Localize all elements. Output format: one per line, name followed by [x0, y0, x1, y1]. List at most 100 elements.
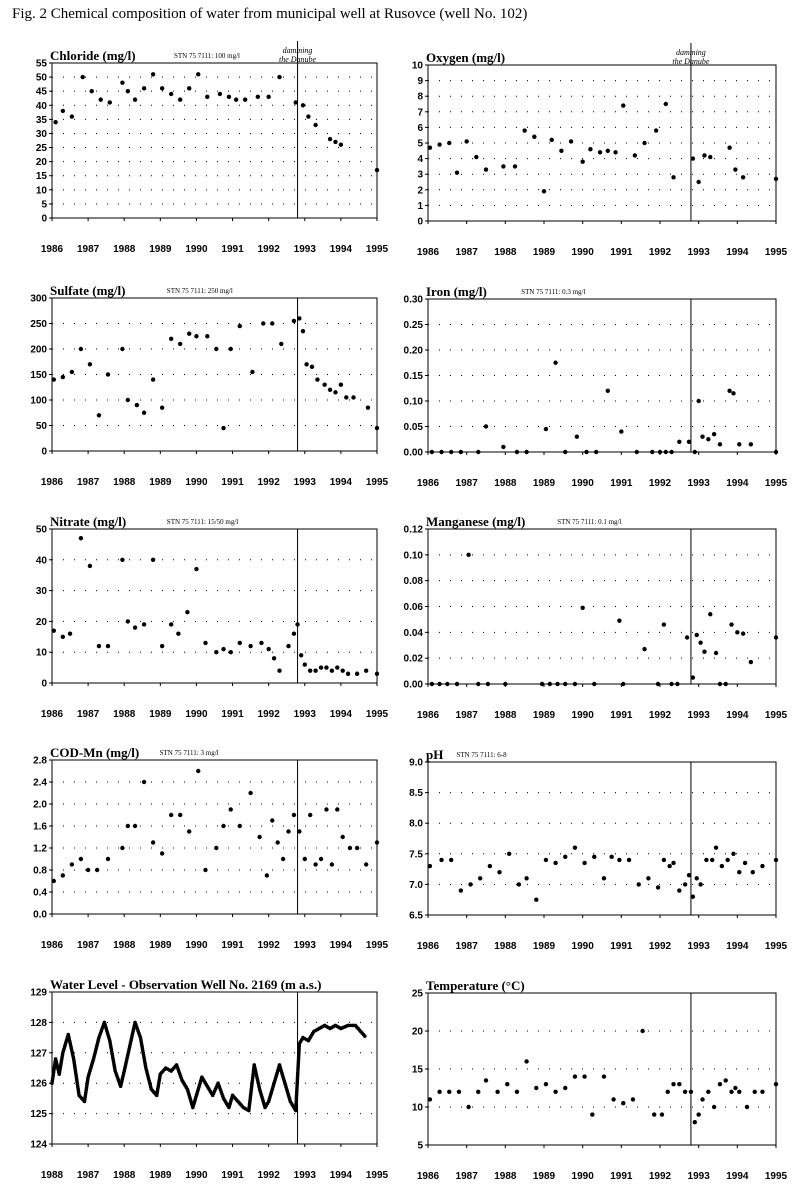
data-point: [543, 426, 549, 432]
standard-note: STN 75 7111: 6-8: [456, 751, 507, 759]
data-point: [760, 1089, 765, 1095]
x-tick-label: 1994: [330, 477, 353, 488]
x-tick-label: 1986: [417, 710, 440, 721]
standard-note: STN 75 7111: 0.3 mg/l: [521, 288, 585, 296]
data-point: [563, 449, 568, 455]
x-tick-label: 1989: [149, 709, 172, 720]
y-tick-label: 2.0: [33, 800, 47, 811]
data-point: [733, 167, 738, 172]
y-tick-label: 10: [36, 648, 48, 659]
data-point: [327, 136, 333, 142]
data-point: [196, 768, 201, 774]
x-tick-label: 1990: [185, 477, 208, 488]
data-point: [677, 439, 682, 444]
data-point: [702, 153, 707, 158]
y-tick-label: 9: [417, 76, 423, 87]
data-point: [553, 1089, 558, 1095]
data-point: [338, 382, 344, 387]
data-point: [760, 863, 765, 869]
y-tick-label: 30: [36, 129, 48, 140]
data-point: [737, 1089, 742, 1095]
y-tick-label: 150: [30, 370, 47, 381]
data-point: [744, 1104, 750, 1110]
data-point: [737, 869, 742, 875]
x-tick-label: 1994: [726, 478, 749, 489]
y-tick-label: 0.30: [404, 295, 424, 306]
chart-panel-7: 0.0 0.4 0.8 1.2 1.6 2.0 2.4 2.8 1986 1987 1988 1989…: [33, 745, 388, 951]
data-point: [748, 442, 754, 447]
data-point: [688, 1089, 694, 1095]
data-point: [132, 625, 138, 630]
y-tick-label: 5: [417, 1141, 423, 1152]
chart-panel-4: 0.00 0.05 0.10 0.15 0.20 0.25 0.30 1986 1987 1988…: [404, 284, 788, 489]
y-tick-label: 35: [36, 115, 48, 126]
data-point: [485, 681, 491, 687]
y-tick-label: 40: [36, 101, 48, 112]
data-point: [237, 640, 242, 646]
data-point: [277, 668, 282, 673]
data-point: [306, 114, 311, 119]
data-point: [300, 328, 306, 334]
y-tick-label: 7: [417, 107, 423, 118]
data-point: [237, 323, 242, 329]
data-point: [474, 154, 479, 160]
data-point: [669, 449, 674, 455]
data-point: [653, 128, 659, 133]
data-point: [125, 88, 131, 94]
data-point: [686, 873, 692, 878]
x-tick-label: 1990: [572, 941, 595, 952]
y-tick-label: 100: [30, 396, 47, 407]
y-tick-label: 250: [30, 319, 47, 330]
data-point: [69, 114, 75, 119]
data-point: [447, 1089, 452, 1095]
data-point: [723, 1078, 728, 1083]
x-tick-label: 1992: [649, 710, 672, 721]
data-point: [322, 382, 327, 387]
x-tick-label: 1986: [417, 1171, 440, 1182]
data-point: [333, 139, 338, 145]
data-point: [78, 346, 84, 352]
data-point: [456, 1089, 462, 1095]
data-point: [427, 1097, 433, 1102]
x-tick-label: 1986: [41, 477, 64, 488]
data-point: [141, 410, 147, 415]
standard-note: STN 75 7111: 100 mg/l: [174, 52, 240, 60]
data-point: [429, 449, 435, 455]
data-point: [437, 1089, 442, 1095]
data-point: [297, 316, 302, 321]
data-point: [293, 100, 298, 105]
y-tick-label: 2.4: [33, 778, 47, 789]
data-point: [85, 867, 91, 873]
data-point: [427, 145, 433, 150]
data-point: [597, 150, 603, 155]
data-point: [228, 807, 233, 812]
data-point: [354, 845, 360, 851]
y-tick-label: 1: [417, 201, 423, 212]
x-tick-label: 1990: [572, 1171, 595, 1182]
data-point: [150, 557, 156, 562]
y-tick-label: 7.0: [409, 880, 423, 891]
data-point: [690, 675, 696, 680]
data-point: [590, 1112, 595, 1117]
data-point: [307, 668, 313, 673]
data-point: [221, 646, 226, 652]
data-point: [729, 622, 734, 627]
data-point: [125, 397, 131, 403]
data-point: [592, 681, 597, 687]
data-point: [445, 681, 450, 687]
x-tick-label: 1987: [456, 247, 479, 258]
panel-title: Nitrate (mg/l): [50, 514, 126, 529]
x-tick-label: 1991: [610, 710, 633, 721]
data-point: [313, 862, 318, 867]
data-point: [505, 1082, 510, 1087]
data-point: [187, 331, 192, 336]
data-point: [727, 388, 732, 393]
x-tick-label: 1991: [610, 1171, 633, 1182]
data-point: [652, 1112, 657, 1117]
data-point: [194, 566, 199, 572]
y-tick-label: 2: [417, 185, 423, 196]
y-tick-label: 0.00: [404, 448, 424, 459]
standard-note: STN 75 7111: 250 mg/l: [167, 287, 233, 295]
data-point: [168, 91, 174, 97]
